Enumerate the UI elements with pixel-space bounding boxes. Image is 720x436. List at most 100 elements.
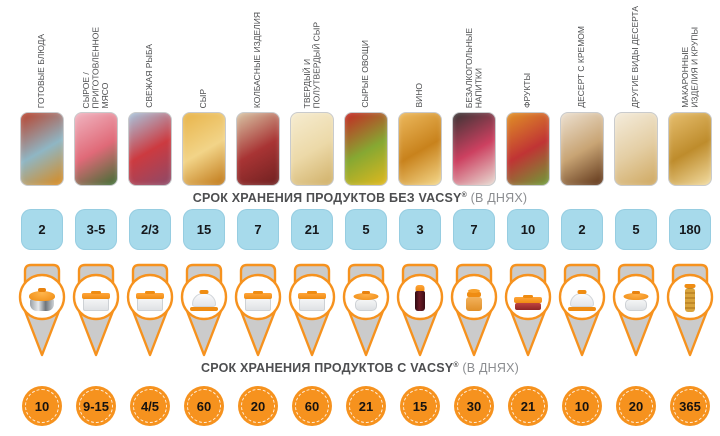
column-cell	[15, 112, 69, 186]
registered-mark: ®	[453, 361, 459, 369]
column-cell: КОЛБАСНЫЕ ИЗДЕЛИЯ	[231, 0, 285, 110]
column-cell: 21	[339, 386, 393, 426]
days-with-value: 20	[628, 398, 644, 414]
column-cell	[393, 263, 447, 359]
lid	[623, 293, 649, 300]
body	[299, 298, 325, 311]
column-cell: СЫРОЕ / ПРИГОТОВЛЕННОЕ МЯСО	[69, 0, 123, 110]
header-storage-without-vacsy: СРОК ХРАНЕНИЯ ПРОДУКТОВ БЕЗ VACSY® (В ДН…	[0, 191, 720, 205]
knob	[307, 291, 317, 294]
knob	[684, 284, 696, 288]
knob	[632, 291, 640, 294]
column-cell: 20	[231, 386, 285, 426]
body	[570, 293, 594, 307]
column-cell	[663, 263, 717, 359]
header-storage-with-vacsy: СРОК ХРАНЕНИЯ ПРОДУКТОВ С VACSY® (В ДНЯХ…	[0, 361, 720, 375]
food-photo	[182, 112, 226, 186]
box-container-icon	[241, 281, 275, 313]
column-cell: 3	[393, 209, 447, 250]
vacsy-pin	[447, 263, 501, 359]
lid	[244, 293, 272, 299]
column-cell: 30	[447, 386, 501, 426]
column-cell: 15	[393, 386, 447, 426]
column-cell: 15	[177, 209, 231, 250]
column-cell: 2	[15, 209, 69, 250]
header-units: (В ДНЯХ)	[462, 361, 519, 375]
vacsy-pin	[555, 263, 609, 359]
days-without-badge: 3	[399, 209, 441, 250]
days-with-value: 30	[466, 398, 482, 414]
column-cell: 365	[663, 386, 717, 426]
category-label: ДЕСЕРТ С КРЕМОМ	[576, 26, 587, 108]
column-cell: 4/5	[123, 386, 177, 426]
column-cell	[15, 263, 69, 359]
category-labels-row: ГОТОВЫЕ БЛЮДА СЫРОЕ / ПРИГОТОВЛЕННОЕ МЯСО…	[15, 0, 717, 110]
column-cell: 21	[285, 209, 339, 250]
days-without-badge: 3-5	[75, 209, 117, 250]
column-cell	[123, 263, 177, 359]
column-cell	[501, 263, 555, 359]
days-with-badge: 4/5	[130, 386, 170, 426]
days-without-row: 2 3-5 2/3 15 7 21 5 3 7 10 2 5 180	[15, 209, 717, 250]
lid	[467, 292, 481, 297]
lid	[514, 297, 542, 303]
days-with-value: 10	[34, 398, 50, 414]
column-cell	[555, 263, 609, 359]
column-cell	[447, 112, 501, 186]
header-units: (В ДНЯХ)	[470, 191, 528, 205]
column-cell	[663, 112, 717, 186]
registered-mark: ®	[461, 191, 467, 199]
days-with-badge: 10	[22, 386, 62, 426]
days-with-value: 15	[412, 398, 428, 414]
column-cell: 7	[231, 209, 285, 250]
column-cell	[339, 112, 393, 186]
column-cell	[555, 112, 609, 186]
column-cell: 3-5	[69, 209, 123, 250]
body	[355, 299, 377, 311]
category-label: БЕЗАЛКОГОЛЬНЫЕ НАПИТКИ	[463, 27, 484, 108]
column-cell	[231, 112, 285, 186]
column-cell	[177, 263, 231, 359]
days-with-value: 9-15	[82, 398, 110, 414]
header-text: СРОК ХРАНЕНИЯ ПРОДУКТОВ БЕЗ VACSY	[192, 191, 462, 205]
column-cell	[609, 263, 663, 359]
vacsy-pin	[123, 263, 177, 359]
days-without-badge: 2/3	[129, 209, 171, 250]
jar-container-icon	[457, 281, 491, 313]
days-with-badge: 365	[670, 386, 710, 426]
days-with-badge: 30	[454, 386, 494, 426]
box-container-icon	[295, 281, 329, 313]
days-without-badge: 7	[237, 209, 279, 250]
days-with-row: 10 9-15 4/5 60 20 60 21 15 30 21 10 20 365	[15, 386, 717, 426]
body	[415, 291, 425, 311]
base	[190, 307, 218, 311]
days-with-badge: 20	[238, 386, 278, 426]
days-with-value: 365	[679, 398, 701, 414]
days-with-badge: 60	[292, 386, 332, 426]
column-cell	[123, 112, 177, 186]
column-cell: 10	[15, 386, 69, 426]
category-label: СЫРОЕ / ПРИГОТОВЛЕННОЕ МЯСО	[80, 26, 110, 108]
body	[83, 298, 109, 311]
vacsy-pin	[285, 263, 339, 359]
column-cell: СЫРЫЕ ОВОЩИ	[339, 0, 393, 110]
food-photo	[668, 112, 712, 186]
days-with-badge: 21	[346, 386, 386, 426]
column-cell: ВИНО	[393, 0, 447, 110]
days-without-badge: 2	[21, 209, 63, 250]
tray-container-icon	[511, 281, 545, 313]
column-cell: ФРУКТЫ	[501, 0, 555, 110]
column-cell: 2	[555, 209, 609, 250]
knob	[91, 291, 101, 294]
lid	[353, 293, 379, 300]
column-cell: 60	[177, 386, 231, 426]
days-with-value: 21	[358, 398, 374, 414]
box-container-icon	[133, 281, 167, 313]
dome-container-icon	[565, 281, 599, 313]
lid	[136, 293, 164, 299]
column-cell	[285, 112, 339, 186]
food-photo	[344, 112, 388, 186]
body	[466, 297, 482, 311]
days-without-badge: 5	[345, 209, 387, 250]
